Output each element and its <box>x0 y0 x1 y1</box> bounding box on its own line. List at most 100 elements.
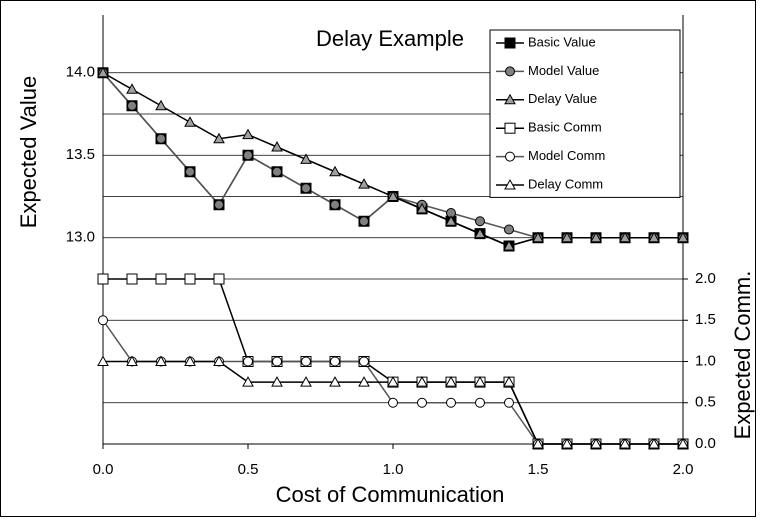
legend-label: Basic Value <box>528 34 596 49</box>
legend-box <box>489 29 681 198</box>
marker <box>677 437 689 449</box>
marker <box>504 397 514 408</box>
marker <box>126 83 138 94</box>
marker <box>126 273 138 285</box>
y2-tick-label: 0.0 <box>695 435 716 452</box>
marker <box>416 202 428 214</box>
y2-tick-label: 1.0 <box>695 352 716 369</box>
marker <box>677 231 689 243</box>
legend-label: Delay Comm <box>528 176 603 191</box>
marker <box>300 153 312 164</box>
marker <box>475 397 485 408</box>
marker <box>358 376 370 387</box>
marker <box>388 397 398 408</box>
marker <box>504 224 514 235</box>
marker <box>242 376 254 387</box>
legend-label: Delay Value <box>528 91 597 106</box>
marker <box>532 437 544 449</box>
legend-label: Model Value <box>528 63 599 78</box>
marker <box>648 437 660 449</box>
y-tick-label: 13.5 <box>66 146 95 163</box>
marker <box>387 376 399 387</box>
marker <box>272 356 282 367</box>
marker <box>214 199 224 210</box>
x-tick-label: 1.5 <box>528 461 549 478</box>
marker <box>474 376 486 387</box>
marker <box>329 376 341 387</box>
marker <box>445 376 457 387</box>
y2-tick-label: 1.5 <box>695 311 716 328</box>
marker <box>184 116 196 127</box>
marker <box>590 231 602 243</box>
legend-marker <box>504 178 516 190</box>
marker <box>213 132 225 144</box>
marker <box>155 355 167 366</box>
marker <box>474 227 486 239</box>
marker <box>272 166 282 177</box>
marker <box>475 216 485 227</box>
marker <box>155 273 167 285</box>
legend-marker <box>504 93 516 105</box>
x-tick-label: 0.5 <box>238 461 259 478</box>
marker <box>97 273 109 285</box>
marker <box>359 356 369 367</box>
marker <box>648 231 660 243</box>
marker <box>184 273 196 285</box>
y2-tick-label: 0.5 <box>695 394 716 411</box>
x-tick-label: 1.0 <box>383 461 404 478</box>
marker <box>445 215 457 226</box>
marker <box>243 356 253 367</box>
marker <box>359 216 369 227</box>
marker <box>590 437 602 449</box>
marker <box>503 239 515 251</box>
marker <box>301 356 311 367</box>
marker <box>416 376 428 387</box>
marker <box>387 190 399 201</box>
marker <box>503 376 515 387</box>
marker <box>185 166 195 177</box>
chart-title: Delay Example <box>316 26 464 51</box>
x-tick-label: 2.0 <box>673 461 694 478</box>
marker <box>330 199 340 210</box>
marker <box>358 178 370 189</box>
marker <box>126 355 138 366</box>
legend-label: Basic Comm <box>528 120 602 135</box>
x-tick-label: 0.0 <box>93 461 114 478</box>
marker <box>242 128 254 140</box>
y2-tick-label: 2.0 <box>695 270 716 287</box>
marker <box>98 315 108 326</box>
y-axis-label: Expected Value <box>16 76 41 228</box>
marker <box>417 397 427 408</box>
legend-marker <box>505 66 515 77</box>
y2-axis-label: Expected Comm. <box>730 271 755 440</box>
marker <box>213 273 225 285</box>
marker <box>561 437 573 449</box>
marker <box>561 231 573 243</box>
marker <box>213 355 225 366</box>
legend-marker <box>504 122 516 134</box>
legend-marker <box>505 151 515 162</box>
marker <box>156 133 166 144</box>
y-tick-label: 14.0 <box>66 64 95 81</box>
marker <box>446 397 456 408</box>
marker <box>301 183 311 194</box>
marker <box>532 231 544 243</box>
marker <box>271 140 283 152</box>
marker <box>330 356 340 367</box>
marker <box>127 100 137 111</box>
marker <box>97 355 109 366</box>
y-tick-label: 13.0 <box>66 229 95 246</box>
marker <box>300 376 312 387</box>
marker <box>184 355 196 366</box>
legend-marker <box>504 37 516 49</box>
marker <box>97 66 109 78</box>
marker <box>329 165 341 177</box>
marker <box>271 376 283 387</box>
marker <box>619 231 631 243</box>
marker <box>619 437 631 449</box>
marker <box>155 99 167 111</box>
x-axis-label: Cost of Communication <box>276 482 505 507</box>
marker <box>243 150 253 161</box>
legend-label: Model Comm <box>528 148 605 163</box>
